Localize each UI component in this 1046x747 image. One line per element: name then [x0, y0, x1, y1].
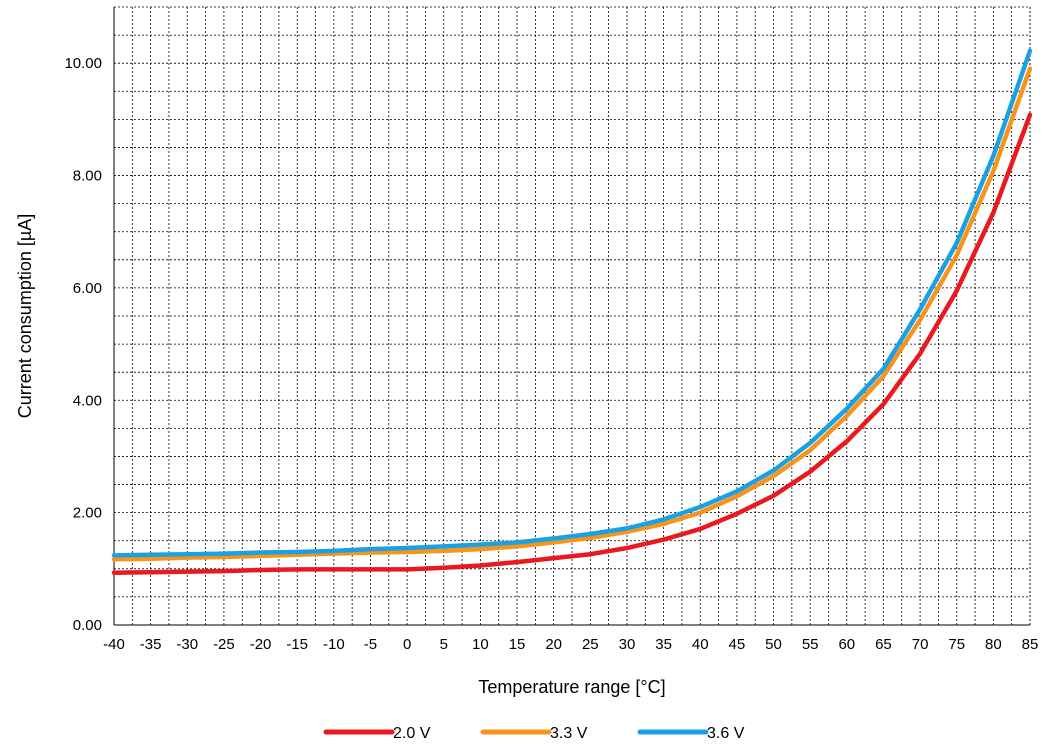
x-tick-label: -10	[323, 636, 345, 653]
y-tick-label: 10.00	[64, 55, 102, 72]
x-tick-label: 10	[472, 636, 489, 653]
legend-label: 2.0 V	[393, 725, 431, 742]
series-line-2-0-vv	[111, 112, 1033, 575]
y-tick-label: 0.00	[73, 617, 102, 634]
x-tick-label: 85	[1022, 636, 1039, 653]
y-axis-title: Current consumption [µA]	[15, 214, 35, 418]
x-tick-label: 70	[912, 636, 929, 653]
x-tick-label: 50	[765, 636, 782, 653]
x-tick-label: 0	[403, 636, 411, 653]
x-tick-label: -35	[140, 636, 162, 653]
x-tick-label: -30	[176, 636, 198, 653]
x-tick-label: 45	[729, 636, 746, 653]
x-tick-label: 25	[582, 636, 599, 653]
y-tick-label: 6.00	[73, 280, 102, 297]
x-tick-label: -25	[213, 636, 235, 653]
legend-label: 3.6 V	[707, 725, 745, 742]
x-tick-label: 5	[440, 636, 448, 653]
plot-frame	[113, 7, 1031, 626]
y-tick-label: 4.00	[73, 392, 102, 409]
x-tick-label: 75	[948, 636, 965, 653]
x-tick-label: -20	[250, 636, 272, 653]
x-tick-label: -15	[286, 636, 308, 653]
y-tick-labels: 0.00 2.00 4.00 6.00 8.00 10.00	[64, 55, 102, 634]
x-tick-label: 40	[692, 636, 709, 653]
x-tick-label: 65	[875, 636, 892, 653]
x-axis-title: Temperature range [°C]	[478, 677, 665, 697]
series-line-3-3-vv	[111, 66, 1033, 562]
x-tick-label: -5	[364, 636, 377, 653]
x-tick-label: 55	[802, 636, 819, 653]
x-tick-label: 30	[619, 636, 636, 653]
x-tick-label: 15	[509, 636, 526, 653]
grid	[113, 6, 1031, 626]
x-tick-labels: -40 -35 -30 -25 -20 -15 -10 -5 0 5 10 15 20 25 30 35 40 4…	[103, 636, 1038, 653]
x-tick-label: 20	[545, 636, 562, 653]
x-tick-label: -40	[103, 636, 125, 653]
series-lines	[111, 48, 1033, 575]
series-line-3-6-vv	[111, 48, 1033, 558]
x-tick-label: 35	[655, 636, 672, 653]
x-tick-label: 60	[838, 636, 855, 653]
legend-label: 3.3 V	[550, 725, 588, 742]
y-tick-label: 2.00	[73, 505, 102, 522]
y-tick-label: 8.00	[73, 168, 102, 185]
legend: 2.0 V 3.3 V 3.6 V	[323, 725, 745, 742]
x-tick-label: 80	[985, 636, 1002, 653]
